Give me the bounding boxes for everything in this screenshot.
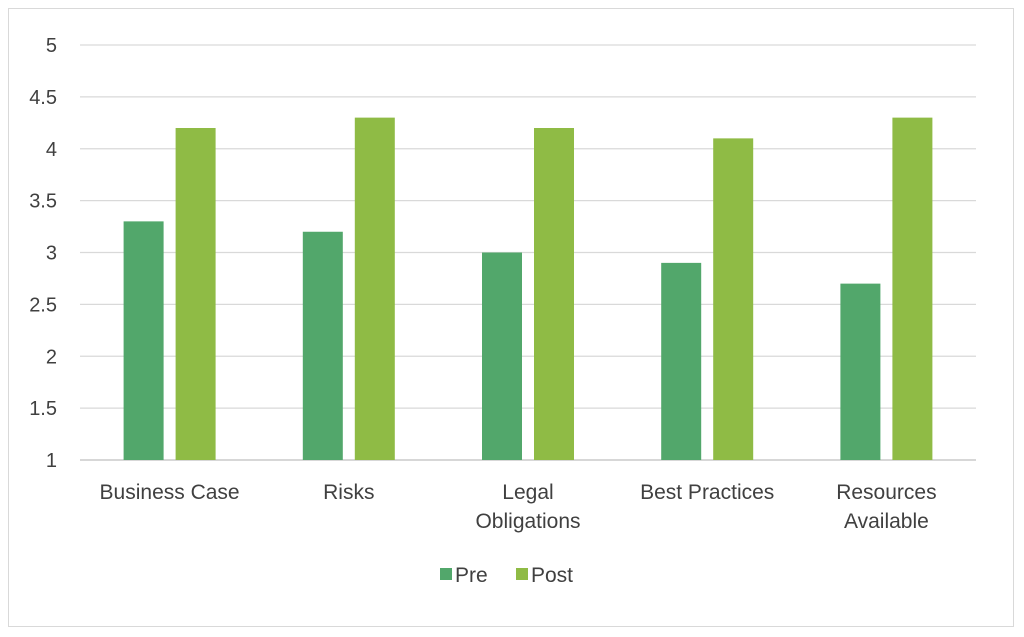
- y-tick-label: 1.5: [29, 398, 57, 420]
- bars: [123, 117, 933, 460]
- y-tick-label: 3.5: [29, 191, 57, 213]
- y-axis-ticks: 1 1.5 2 2.5 3 3.5 4 4.5 5: [29, 35, 57, 472]
- y-tick-label: 4.5: [29, 87, 57, 109]
- bar-pre: [482, 252, 522, 460]
- y-tick-label: 1: [46, 450, 57, 472]
- legend-swatch-post: [516, 568, 528, 580]
- x-axis-ticks: Business Case Risks Legal Obligations Best P…: [100, 481, 937, 533]
- x-tick-label: Business Case: [100, 481, 240, 504]
- y-tick-label: 2.5: [29, 294, 57, 316]
- bar-pre: [840, 283, 881, 460]
- x-tick-label: Best Practices: [640, 481, 774, 504]
- gridlines: [80, 44, 976, 461]
- y-tick-label: 5: [46, 35, 57, 57]
- y-tick-label: 3: [46, 243, 57, 265]
- bar-post: [354, 117, 395, 460]
- bar-post: [713, 138, 754, 460]
- bar-pre: [302, 231, 343, 460]
- x-tick-label: Obligations: [475, 510, 580, 533]
- legend-label-pre: Pre: [455, 564, 488, 587]
- x-tick-label: Available: [844, 510, 929, 533]
- bar-post: [534, 128, 574, 460]
- bar-post: [892, 117, 933, 460]
- x-tick-label: Legal: [502, 481, 553, 504]
- legend-swatch-pre: [440, 568, 452, 580]
- legend: Pre Post: [440, 564, 573, 587]
- bar-pre: [661, 262, 702, 460]
- bar-pre: [123, 221, 164, 460]
- x-tick-label: Risks: [323, 481, 374, 504]
- y-tick-label: 4: [46, 139, 57, 161]
- x-tick-label: Resources: [836, 481, 936, 504]
- bar-post: [175, 128, 216, 460]
- legend-label-post: Post: [531, 564, 573, 587]
- y-tick-label: 2: [46, 346, 57, 368]
